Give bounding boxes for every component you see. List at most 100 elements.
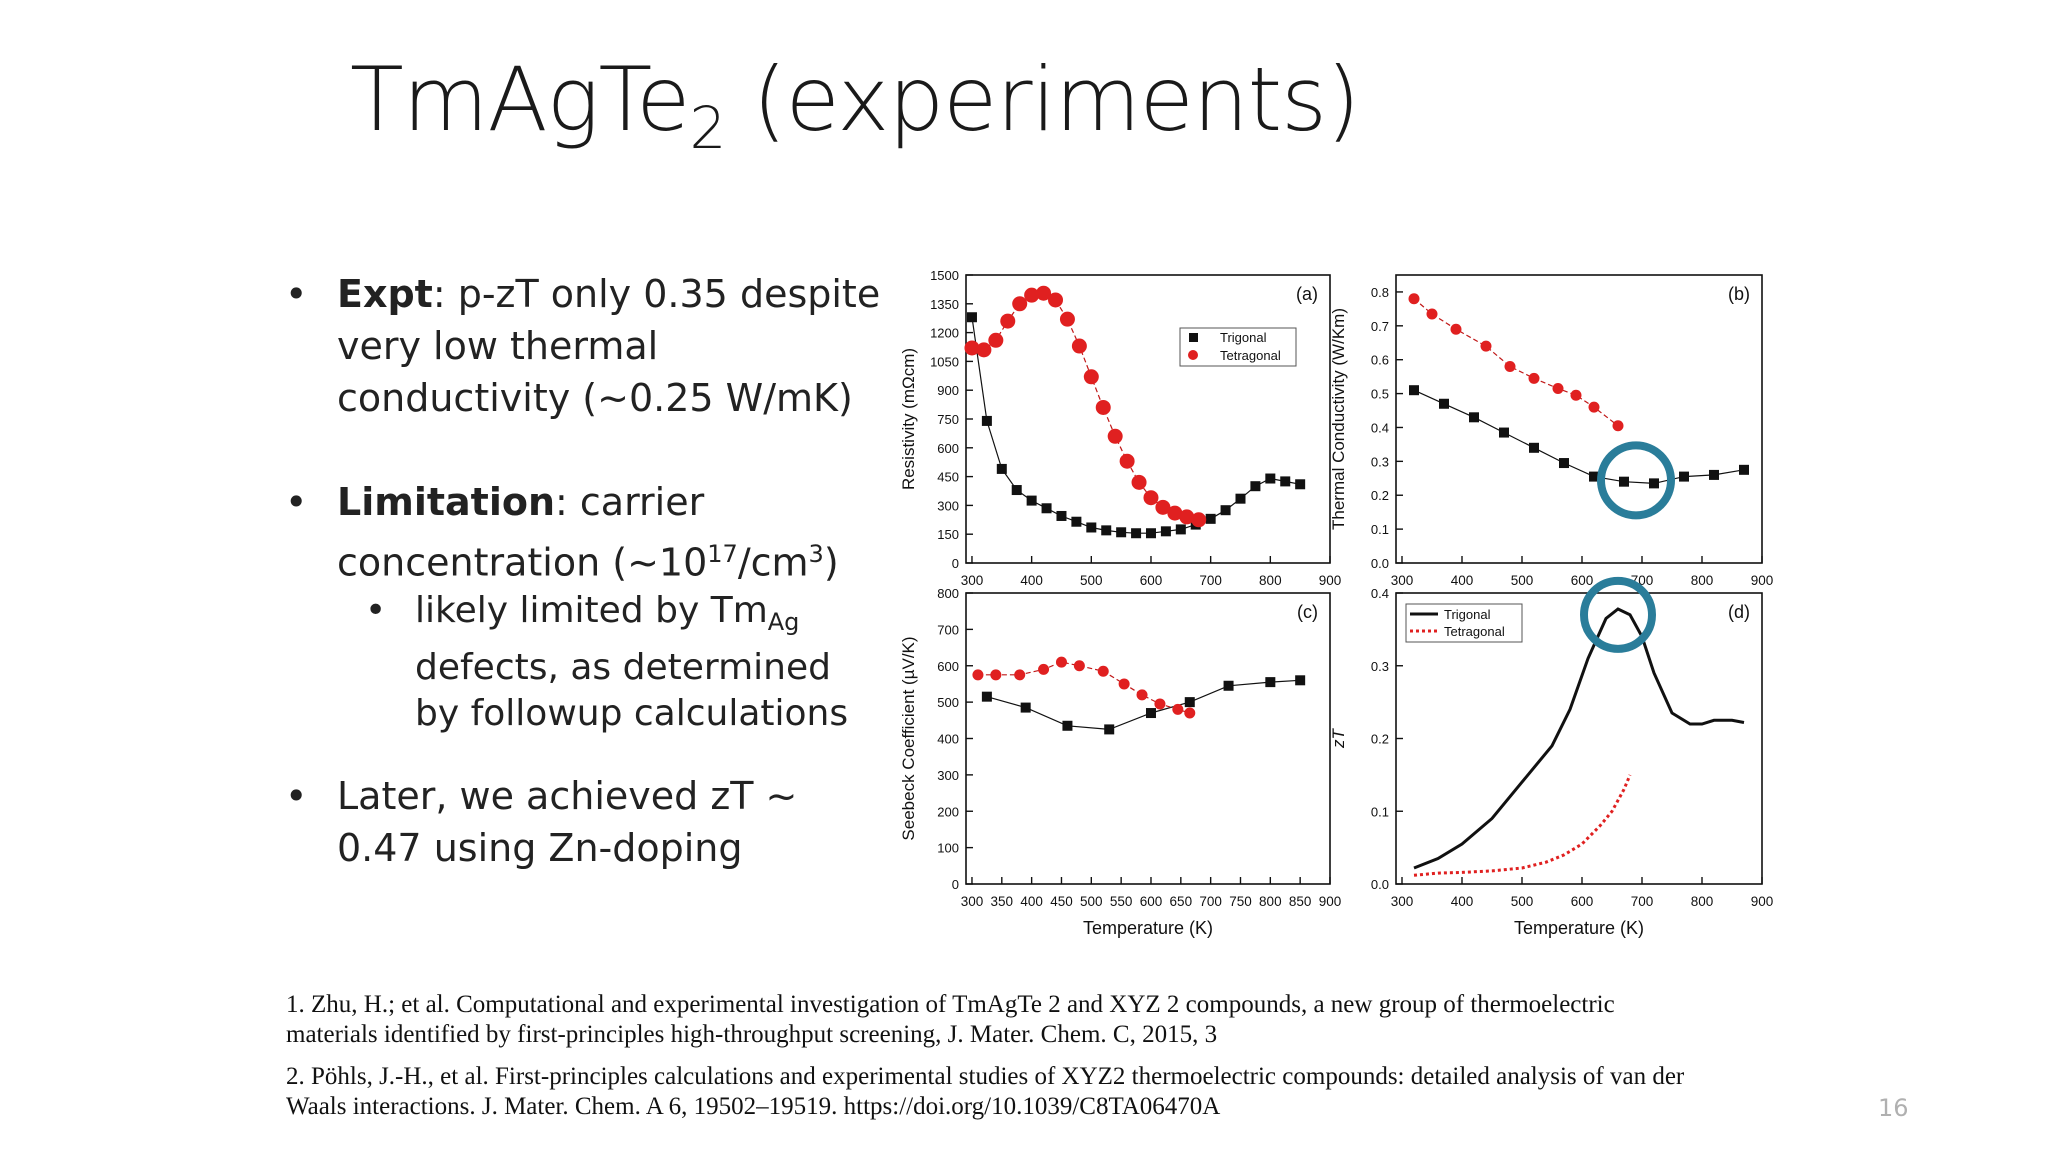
- data-point-trigonal: [1041, 503, 1052, 514]
- data-point-trigonal: [1265, 473, 1276, 484]
- legend-box: [1179, 327, 1297, 367]
- x-tick-label: 700: [1199, 894, 1222, 909]
- data-point-trigonal: [1145, 528, 1156, 539]
- data-point-tetragonal: [1095, 399, 1111, 415]
- y-tick-label: 0.3: [1371, 454, 1389, 469]
- y-tick-label: 600: [937, 659, 959, 674]
- x-tick-label: 900: [1319, 894, 1342, 909]
- data-point-tetragonal: [1179, 509, 1195, 525]
- data-point-trigonal: [1104, 724, 1115, 735]
- series-line-trigonal: [986, 679, 1301, 731]
- data-point-trigonal: [1101, 525, 1112, 536]
- y-tick-label: 1200: [930, 326, 959, 341]
- data-point-trigonal: [1220, 505, 1231, 516]
- data-point-tetragonal: [1172, 703, 1184, 715]
- x-tick-label: 900: [1751, 573, 1774, 588]
- x-axis-label: Temperature (K): [1083, 918, 1213, 938]
- x-tick-label: 750: [1229, 894, 1252, 909]
- data-point-tetragonal: [972, 669, 984, 681]
- data-point-tetragonal: [1570, 389, 1582, 401]
- y-tick-label: 300: [937, 768, 959, 783]
- panel-label: (b): [1728, 284, 1750, 304]
- y-tick-label: 0.4: [1371, 420, 1389, 435]
- x-tick-label: 900: [1319, 573, 1342, 588]
- data-point-tetragonal: [1450, 323, 1462, 335]
- data-point-trigonal: [1499, 427, 1509, 438]
- x-tick-label: 850: [1289, 894, 1312, 909]
- y-tick-label: 1500: [930, 268, 959, 283]
- data-point-trigonal: [1709, 469, 1719, 480]
- data-point-trigonal: [966, 312, 977, 323]
- data-point-tetragonal: [1118, 678, 1130, 690]
- data-point-tetragonal: [1012, 296, 1028, 312]
- x-tick-label: 400: [1020, 573, 1043, 588]
- y-tick-label: 1350: [930, 297, 959, 312]
- data-point-tetragonal: [1154, 698, 1166, 710]
- y-tick-label: 0.5: [1371, 387, 1389, 402]
- data-point-tetragonal: [1528, 372, 1540, 384]
- data-point-trigonal: [1160, 526, 1171, 537]
- data-point-tetragonal: [1552, 383, 1564, 395]
- data-point-tetragonal: [1048, 292, 1064, 308]
- y-tick-label: 0: [952, 877, 959, 892]
- legend-label-trigonal: Trigonal: [1444, 607, 1491, 622]
- y-tick-label: 0.6: [1371, 353, 1389, 368]
- x-tick-label: 400: [1451, 573, 1474, 588]
- x-tick-label: 800: [1259, 573, 1282, 588]
- data-point-trigonal: [1559, 458, 1569, 469]
- highlight-circle-zt: [1580, 576, 1656, 653]
- data-point-tetragonal: [1184, 707, 1196, 719]
- data-point-tetragonal: [964, 340, 980, 356]
- y-tick-label: 0.4: [1371, 586, 1389, 601]
- x-tick-label: 300: [1391, 894, 1414, 909]
- data-point-tetragonal: [1119, 453, 1135, 469]
- data-point-tetragonal: [1504, 360, 1516, 372]
- y-tick-label: 0.0: [1371, 877, 1389, 892]
- x-tick-label: 600: [1140, 573, 1163, 588]
- data-point-trigonal: [981, 415, 992, 426]
- data-point-trigonal: [1250, 481, 1261, 492]
- panel-1: [1395, 274, 1763, 564]
- data-point-tetragonal: [1191, 512, 1207, 528]
- legend-marker-trigonal: [1189, 333, 1198, 342]
- y-tick-label: 0.1: [1371, 522, 1389, 537]
- data-point-trigonal: [1205, 513, 1216, 524]
- data-point-tetragonal: [1131, 474, 1147, 490]
- x-tick-label: 300: [1391, 573, 1414, 588]
- y-tick-label: 300: [937, 498, 959, 513]
- data-point-trigonal: [1679, 471, 1689, 482]
- y-tick-label: 0.7: [1371, 319, 1389, 334]
- series-line-tetragonal: [1413, 298, 1619, 427]
- data-point-tetragonal: [1000, 313, 1016, 329]
- x-tick-label: 350: [991, 894, 1014, 909]
- data-point-tetragonal: [1097, 665, 1109, 677]
- y-tick-label: 750: [937, 412, 959, 427]
- reference-2: 2. Pöhls, J.-H., et al. First-principles…: [286, 1063, 1685, 1120]
- data-point-trigonal: [1056, 510, 1067, 521]
- data-point-trigonal: [1116, 527, 1127, 538]
- x-tick-label: 500: [1511, 894, 1534, 909]
- data-point-trigonal: [1062, 720, 1073, 731]
- data-point-trigonal: [1295, 675, 1306, 686]
- x-tick-label: 600: [1571, 573, 1594, 588]
- x-tick-label: 450: [1050, 894, 1073, 909]
- y-tick-label: 600: [937, 441, 959, 456]
- y-tick-label: 1050: [930, 354, 959, 369]
- data-point-tetragonal: [1014, 669, 1026, 681]
- data-point-tetragonal: [1038, 663, 1050, 675]
- data-point-tetragonal: [976, 342, 992, 358]
- legend-label-tetragonal: Tetragonal: [1220, 348, 1281, 363]
- data-point-trigonal: [1235, 493, 1246, 504]
- y-axis-label: Resistivity (mΩcm): [899, 348, 918, 490]
- page-number: 16: [1878, 1094, 1909, 1122]
- data-point-tetragonal: [1143, 490, 1159, 506]
- x-tick-label: 300: [961, 573, 984, 588]
- y-tick-label: 0.2: [1371, 732, 1389, 747]
- x-tick-label: 700: [1199, 573, 1222, 588]
- data-point-trigonal: [1145, 708, 1156, 719]
- panel-0: [964, 274, 1331, 564]
- y-tick-label: 0: [952, 556, 959, 571]
- plot-frame: [965, 592, 1331, 885]
- data-point-tetragonal: [1136, 689, 1148, 701]
- panel-2: [965, 592, 1331, 885]
